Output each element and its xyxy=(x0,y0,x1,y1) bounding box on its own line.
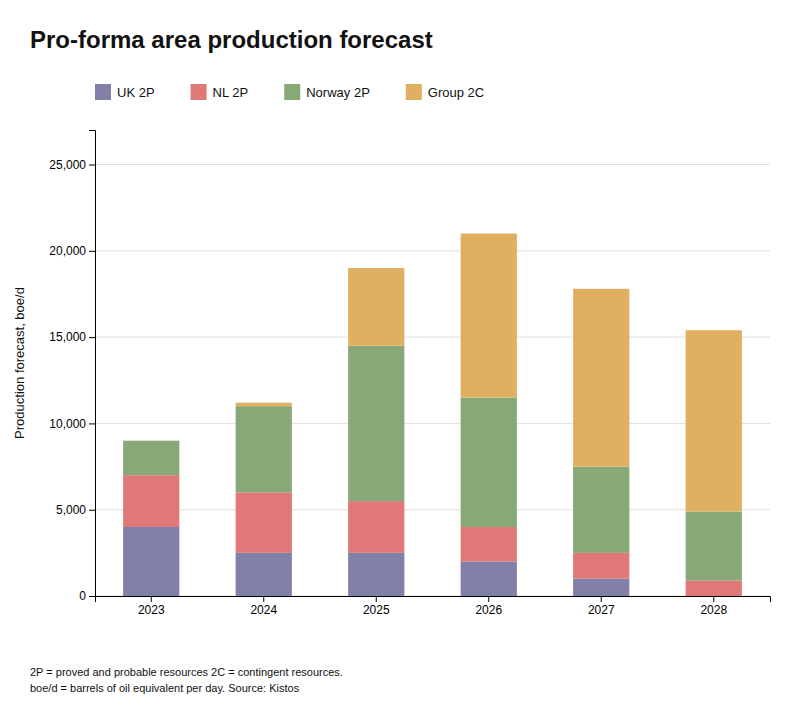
grid-line xyxy=(95,164,770,165)
tick-mark xyxy=(263,596,264,602)
series xyxy=(123,346,742,581)
tick: 5,000 xyxy=(56,503,95,517)
tick: 15,000 xyxy=(49,330,95,344)
plot: 05,00010,00015,00020,00025,0002023202420… xyxy=(49,131,770,617)
footnote-line: boe/d = barrels of oil equivalent per da… xyxy=(30,682,300,694)
tick-mark xyxy=(376,596,377,602)
legend: UK 2P NL 2P Norway 2P Group 2C xyxy=(95,84,484,100)
legend-swatch xyxy=(284,84,300,100)
tick-label: 2028 xyxy=(700,603,727,617)
bar xyxy=(573,289,629,467)
footnote-line: 2P = proved and probable resources 2C = … xyxy=(30,666,343,678)
tick-mark xyxy=(488,596,489,602)
bar xyxy=(236,553,292,596)
bar xyxy=(236,403,292,406)
grid-line xyxy=(95,337,770,338)
tick-label: 10,000 xyxy=(49,417,86,431)
tick-mark xyxy=(89,337,95,338)
bar xyxy=(123,440,179,441)
tick-label: 0 xyxy=(79,589,86,603)
grid-line xyxy=(95,509,770,510)
bar xyxy=(461,234,517,398)
tick-mark xyxy=(713,596,714,602)
bar xyxy=(686,580,742,596)
legend-item: NL 2P xyxy=(191,84,249,100)
tick-label: 2025 xyxy=(363,603,390,617)
footnote: 2P = proved and probable resources 2C = … xyxy=(30,666,343,694)
tick: 10,000 xyxy=(49,417,95,431)
bar xyxy=(573,467,629,553)
title: Pro-forma area production forecast xyxy=(30,26,433,53)
tick: 2024 xyxy=(250,596,277,617)
axis-line xyxy=(89,131,96,597)
bar xyxy=(686,511,742,580)
series xyxy=(236,234,742,512)
legend-label: Norway 2P xyxy=(306,85,370,100)
tick: 2028 xyxy=(700,596,727,617)
tick-label: 25,000 xyxy=(49,158,86,172)
legend-label: UK 2P xyxy=(117,85,155,100)
tick-mark xyxy=(89,165,95,166)
legend-swatch xyxy=(406,84,422,100)
axis-line xyxy=(96,597,771,603)
bars xyxy=(123,234,742,596)
series xyxy=(123,475,742,596)
legend-label: Group 2C xyxy=(428,85,484,100)
tick-label: 2026 xyxy=(475,603,502,617)
y-axis: 0 5,000 10,000 15,000 20,000 25,000 xyxy=(49,131,95,604)
legend-swatch xyxy=(95,84,111,100)
x-axis: 2023 2024 2025 2026 2027 2028 xyxy=(96,596,771,617)
bar xyxy=(461,398,517,527)
bar xyxy=(686,330,742,511)
y-axis-title: Production forecast, boe/d xyxy=(12,287,27,439)
legend-item: Group 2C xyxy=(406,84,484,100)
tick-label: 2024 xyxy=(250,603,277,617)
tick-mark xyxy=(89,596,95,597)
tick-label: 2023 xyxy=(138,603,165,617)
bar xyxy=(123,441,179,476)
bar xyxy=(461,561,517,596)
tick-label: 2027 xyxy=(588,603,615,617)
bar xyxy=(348,268,404,346)
tick-label: 15,000 xyxy=(49,330,86,344)
tick-mark xyxy=(89,251,95,252)
bar xyxy=(573,553,629,579)
tick: 2026 xyxy=(475,596,502,617)
tick: 25,000 xyxy=(49,158,95,172)
bar xyxy=(348,553,404,596)
legend-item: UK 2P xyxy=(95,84,155,100)
tick-label: 20,000 xyxy=(49,244,86,258)
tick-mark xyxy=(601,596,602,602)
tick: 2027 xyxy=(588,596,615,617)
legend-swatch xyxy=(191,84,207,100)
grid xyxy=(95,165,770,596)
tick: 2023 xyxy=(138,596,165,617)
tick: 2025 xyxy=(363,596,390,617)
tick: 0 xyxy=(79,589,95,603)
bar xyxy=(123,475,179,527)
legend-label: NL 2P xyxy=(213,85,249,100)
bar xyxy=(123,527,179,596)
bar xyxy=(236,406,292,492)
grid-line xyxy=(95,250,770,251)
tick-mark xyxy=(89,510,95,511)
tick-mark xyxy=(89,423,95,424)
chart: Pro-forma area production forecast 0 5,000… xyxy=(0,0,800,706)
bar xyxy=(461,527,517,562)
tick: 20,000 xyxy=(49,244,95,258)
bar xyxy=(348,346,404,501)
grid-line xyxy=(95,423,770,424)
bar xyxy=(348,501,404,553)
tick-mark xyxy=(151,596,152,602)
tick-label: 5,000 xyxy=(56,503,86,517)
legend-item: Norway 2P xyxy=(284,84,370,100)
bar xyxy=(236,492,292,552)
bar xyxy=(573,579,629,596)
